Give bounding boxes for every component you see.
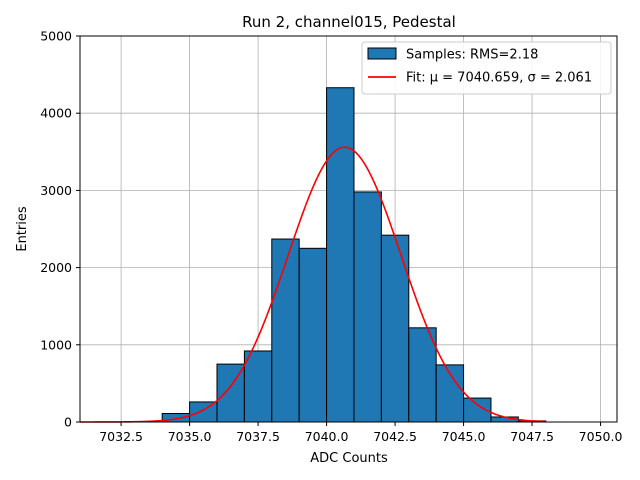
x-tick-label: 7035.0 [168, 429, 212, 444]
chart-title: Run 2, channel015, Pedestal [242, 13, 456, 31]
histogram-bar [408, 327, 437, 423]
x-tick-label: 7040.0 [305, 429, 349, 444]
legend-histogram-label: Samples: RMS=2.18 [406, 48, 538, 63]
y-axis-ticks: 0 1000 2000 3000 4000 5000 [40, 29, 80, 430]
legend-histogram-swatch [367, 47, 397, 60]
histogram-bar [243, 350, 273, 423]
histogram-bars [161, 87, 547, 423]
legend-fit-label: Fit: μ = 7040.659, σ = 2.061 [406, 71, 592, 86]
legend-box [361, 41, 612, 95]
x-axis-ticks: 7032.5 7035.0 7037.5 7040.0 7042.5 7045.0 7047… [99, 422, 622, 444]
histogram-bar [380, 234, 410, 423]
histogram-bar [326, 87, 355, 423]
y-tick-label: 4000 [40, 106, 72, 121]
x-tick-label: 7045.0 [442, 429, 486, 444]
y-tick-label: 3000 [40, 183, 72, 198]
plot-frame [79, 35, 618, 423]
y-tick-label: 0 [64, 415, 72, 430]
y-axis-label: Entries [15, 206, 30, 252]
histogram-bar [271, 238, 300, 423]
x-tick-label: 7037.5 [236, 429, 280, 444]
y-tick-label: 2000 [40, 260, 72, 275]
x-tick-label: 7042.5 [373, 429, 417, 444]
x-tick-label: 7050.0 [579, 429, 623, 444]
histogram-bar [298, 247, 328, 423]
histogram-bar [353, 191, 382, 423]
legend: Samples: RMS=2.18 Fit: μ = 7040.659, σ =… [361, 41, 612, 95]
histogram-bar [189, 401, 218, 423]
y-tick-label: 5000 [40, 29, 72, 44]
y-tick-label: 1000 [40, 337, 72, 352]
x-tick-label: 7032.5 [99, 429, 143, 444]
x-tick-label: 7047.5 [510, 429, 554, 444]
gaussian-fit-curve [79, 146, 546, 423]
x-axis-label: ADC Counts [310, 451, 388, 466]
